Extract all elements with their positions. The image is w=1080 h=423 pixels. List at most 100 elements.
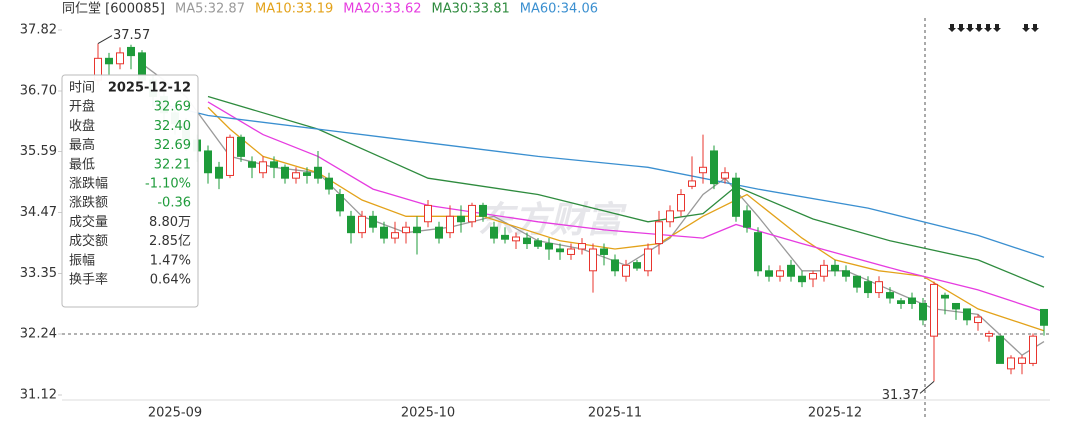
candle-body bbox=[402, 226, 410, 234]
candle-body bbox=[270, 161, 278, 168]
candle-body bbox=[501, 234, 509, 240]
y-tick-label: 34.47 bbox=[20, 205, 57, 220]
tooltip-box bbox=[61, 74, 199, 308]
legend-entry: MA20:33.62 bbox=[343, 2, 421, 17]
candle-body bbox=[666, 210, 674, 223]
candle-body bbox=[204, 150, 212, 174]
candle-body bbox=[908, 297, 916, 304]
candle-body bbox=[578, 243, 586, 250]
tooltip-value: 32.69 bbox=[154, 138, 191, 153]
annotation-leader bbox=[919, 381, 935, 394]
candle-body bbox=[952, 302, 960, 310]
candle-body bbox=[281, 166, 289, 179]
legend-entry: MA30:33.81 bbox=[431, 2, 509, 17]
x-tick-label: 2025-09 bbox=[148, 406, 202, 421]
tooltip-label: 最高 bbox=[69, 137, 95, 153]
candle-body bbox=[919, 302, 927, 321]
candle-body bbox=[930, 283, 938, 337]
candle-body bbox=[765, 270, 773, 277]
tooltip-value: 2025-12-12 bbox=[108, 81, 191, 96]
candle-body bbox=[1040, 308, 1048, 326]
y-tick-label: 35.59 bbox=[20, 144, 57, 159]
marker-arrow bbox=[957, 24, 965, 32]
tooltip-value: 8.80万 bbox=[149, 215, 191, 230]
candle-body bbox=[512, 236, 520, 242]
candle-body bbox=[127, 46, 135, 57]
candle-body bbox=[226, 136, 234, 176]
chart-title: 同仁堂 [600085] bbox=[62, 2, 165, 17]
tooltip-value: 0.64% bbox=[150, 273, 191, 288]
ma-line bbox=[207, 95, 1045, 288]
marker-arrow bbox=[984, 24, 992, 32]
candle-body bbox=[611, 259, 619, 272]
candle-body bbox=[380, 226, 388, 239]
tooltip-label: 最低 bbox=[69, 157, 95, 172]
candle-body bbox=[644, 248, 652, 272]
candle-body bbox=[468, 204, 476, 223]
candle-body bbox=[545, 243, 553, 250]
candle-body bbox=[974, 316, 982, 324]
candle-body bbox=[303, 172, 311, 176]
candle-body bbox=[798, 275, 806, 283]
event-markers bbox=[948, 24, 1039, 32]
candle-body bbox=[1029, 335, 1037, 364]
candle-body bbox=[336, 194, 344, 212]
tooltip-value: 32.69 bbox=[154, 100, 191, 115]
candle-body bbox=[325, 177, 333, 190]
candle-body bbox=[589, 248, 597, 272]
candle-body bbox=[897, 300, 905, 304]
candle-body bbox=[105, 57, 113, 65]
candle-body bbox=[391, 232, 399, 239]
candle-body bbox=[622, 264, 630, 277]
candle-body bbox=[567, 248, 575, 255]
candle-body bbox=[710, 150, 718, 185]
y-tick-label: 32.24 bbox=[20, 326, 57, 341]
tooltip-value: 32.40 bbox=[154, 119, 191, 134]
x-tick-label: 2025-12 bbox=[808, 406, 862, 421]
candle-body bbox=[875, 281, 883, 294]
candle-body bbox=[490, 226, 498, 239]
candle-body bbox=[655, 221, 663, 245]
ma-line bbox=[207, 106, 1045, 332]
tooltip-value: -0.36 bbox=[157, 196, 191, 211]
candle-body bbox=[116, 52, 124, 65]
candle-body bbox=[534, 240, 542, 247]
y-tick-label: 36.70 bbox=[20, 84, 57, 99]
candle-body bbox=[941, 294, 949, 299]
tooltip-value: -1.10% bbox=[145, 177, 191, 192]
tooltip-label: 涨跌幅 bbox=[69, 176, 108, 192]
candle-body bbox=[886, 292, 894, 299]
low-annotation: 31.37 bbox=[882, 388, 919, 403]
legend-entry: MA60:34.06 bbox=[520, 2, 598, 17]
marker-arrow bbox=[1022, 24, 1030, 32]
tooltip-label: 时间 bbox=[69, 81, 95, 96]
candle-body bbox=[435, 226, 443, 239]
candle-body bbox=[732, 177, 740, 217]
candle-body bbox=[853, 275, 861, 288]
candle-body bbox=[776, 270, 784, 277]
candle-body bbox=[787, 264, 795, 277]
candle-body bbox=[314, 166, 322, 179]
candle-body bbox=[633, 262, 641, 269]
x-tick-label: 2025-11 bbox=[588, 406, 642, 421]
candle-body bbox=[523, 237, 531, 245]
y-tick-label: 33.35 bbox=[20, 266, 57, 281]
candle-body bbox=[347, 215, 355, 234]
candle-body bbox=[688, 180, 696, 187]
candle-body bbox=[996, 335, 1004, 364]
ma-line bbox=[152, 101, 1045, 258]
candle-body bbox=[259, 161, 267, 174]
high-annotation: 37.57 bbox=[113, 28, 150, 43]
tooltip-value: 32.21 bbox=[154, 157, 191, 172]
tooltip-label: 收盘 bbox=[69, 118, 95, 134]
x-tick-label: 2025-10 bbox=[401, 406, 455, 421]
candle-body bbox=[248, 161, 256, 168]
tooltip-label: 成交额 bbox=[69, 233, 108, 249]
candle-body bbox=[809, 273, 817, 280]
tooltip: 时间 2025-12-12 开盘 32.69 收盘 32.40 最高 32.69 最低 32.21… bbox=[61, 74, 199, 308]
tooltip-label: 涨跌额 bbox=[69, 195, 108, 211]
candle-body bbox=[369, 215, 377, 228]
candle-body bbox=[864, 281, 872, 294]
candle-body bbox=[215, 166, 223, 179]
